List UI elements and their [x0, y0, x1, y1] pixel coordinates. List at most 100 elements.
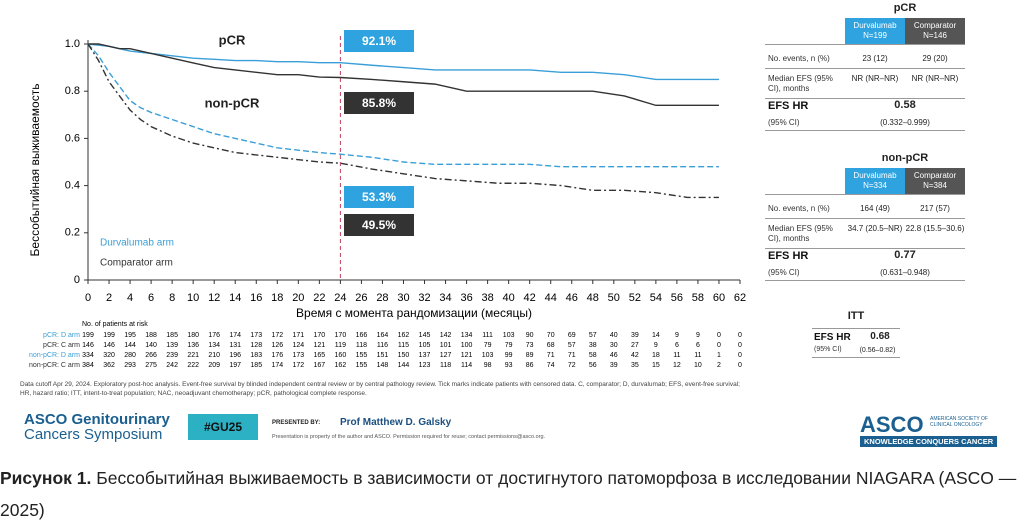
x-tick-label: 54 [650, 292, 662, 304]
x-tick-label: 24 [334, 292, 346, 304]
x-tick-label: 26 [355, 292, 367, 304]
risk-cell: 57 [589, 332, 597, 339]
risk-cell: 209 [208, 362, 220, 369]
risk-cell: 14 [652, 332, 660, 339]
hr-value: 0.77 [894, 249, 916, 261]
risk-cell: 173 [292, 352, 304, 359]
hashtag: #GU25 [188, 414, 258, 440]
risk-cell: 151 [377, 352, 389, 359]
risk-cell: 266 [145, 352, 157, 359]
x-tick-label: 4 [127, 292, 133, 304]
risk-cell: 172 [271, 332, 283, 339]
rule [765, 68, 965, 69]
risk-cell: 0 [738, 352, 742, 359]
row-label: No. events, n (%) [768, 204, 830, 213]
risk-cell: 162 [398, 332, 410, 339]
rule [765, 130, 965, 131]
presenter: Prof Matthew D. Galsky [340, 417, 452, 428]
footnote: Data cutoff Apr 29, 2024. Exploratory po… [20, 381, 740, 397]
risk-cell: 79 [505, 342, 513, 349]
asco-sub: AMERICAN SOCIETY OF CLINICAL ONCOLOGY [930, 416, 988, 428]
risk-cell: 74 [547, 362, 555, 369]
y-tick-label: 0.6 [65, 132, 80, 144]
risk-cell: 239 [166, 352, 178, 359]
risk-cell: 140 [145, 342, 157, 349]
risk-cell: 11 [694, 352, 701, 359]
risk-cell: 0 [717, 342, 721, 349]
risk-cell: 170 [314, 332, 326, 339]
presented-by: PRESENTED BY: [272, 420, 321, 426]
y-tick-label: 1.0 [65, 38, 80, 50]
rule [812, 328, 900, 329]
risk-cell: 121 [461, 352, 473, 359]
annotation: 85.8% [362, 96, 396, 110]
cell: NR (NR–NR) [851, 74, 899, 83]
ci-label: (95% CI) [814, 346, 842, 353]
risk-cell: 71 [547, 352, 555, 359]
risk-cell: 334 [82, 352, 94, 359]
rule [812, 357, 900, 358]
risk-cell: 124 [292, 342, 304, 349]
risk-cell: 0 [738, 362, 742, 369]
risk-cell: 70 [547, 332, 555, 339]
x-tick-label: 0 [85, 292, 91, 304]
x-tick-label: 2 [106, 292, 112, 304]
legend-label: Comparator arm [100, 258, 173, 269]
risk-cell: 71 [568, 352, 576, 359]
risk-cell: 38 [589, 342, 597, 349]
annotation: 92.1% [362, 34, 396, 48]
rule [765, 98, 965, 99]
risk-cell: 27 [631, 342, 639, 349]
x-tick-label: 44 [545, 292, 557, 304]
risk-cell: 42 [631, 352, 639, 359]
risk-row-label: non-pCR: C arm [29, 362, 80, 369]
rule [765, 218, 965, 219]
risk-cell: 173 [250, 332, 262, 339]
x-tick-label: 20 [292, 292, 304, 304]
rule [765, 280, 965, 281]
x-tick-label: 14 [229, 292, 241, 304]
risk-cell: 180 [187, 332, 199, 339]
hr-label: EFS HR [768, 250, 809, 262]
risk-cell: 10 [694, 362, 702, 369]
risk-cell: 137 [419, 352, 431, 359]
risk-cell: 57 [568, 342, 576, 349]
risk-cell: 99 [505, 352, 513, 359]
x-tick-label: 62 [734, 292, 746, 304]
risk-cell: 2 [717, 362, 721, 369]
x-tick-label: 18 [271, 292, 283, 304]
logo-text: Cancers Symposium [24, 426, 163, 443]
ci-value: (0.631–0.948) [880, 268, 930, 277]
y-axis-label: Бессобытийная выживаемость [28, 84, 42, 257]
table-header: Durvalumab N=199 [845, 18, 905, 44]
risk-cell: 18 [652, 352, 660, 359]
risk-cell: 199 [82, 332, 94, 339]
x-tick-label: 32 [418, 292, 430, 304]
risk-cell: 145 [419, 332, 431, 339]
risk-cell: 98 [484, 362, 492, 369]
risk-cell: 118 [440, 362, 451, 369]
risk-cell: 123 [419, 362, 431, 369]
risk-cell: 9 [654, 342, 658, 349]
risk-cell: 105 [419, 342, 431, 349]
x-tick-label: 22 [313, 292, 325, 304]
risk-cell: 134 [461, 332, 473, 339]
risk-cell: 90 [526, 332, 534, 339]
hr-label: EFS HR [768, 100, 809, 112]
risk-cell: 139 [166, 342, 178, 349]
x-tick-label: 38 [481, 292, 493, 304]
annotation-box [344, 92, 414, 114]
annotation-box [344, 186, 414, 208]
risk-cell: 12 [673, 362, 681, 369]
x-tick-label: 36 [460, 292, 472, 304]
risk-cell: 195 [124, 332, 136, 339]
x-tick-label: 56 [671, 292, 683, 304]
caption-text: Бессобытийная выживаемость в зависимости… [0, 468, 1017, 520]
risk-cell: 131 [229, 342, 241, 349]
risk-cell: 126 [271, 342, 283, 349]
x-tick-label: 6 [148, 292, 154, 304]
risk-cell: 35 [631, 362, 639, 369]
risk-cell: 39 [610, 362, 618, 369]
risk-cell: 134 [208, 342, 220, 349]
